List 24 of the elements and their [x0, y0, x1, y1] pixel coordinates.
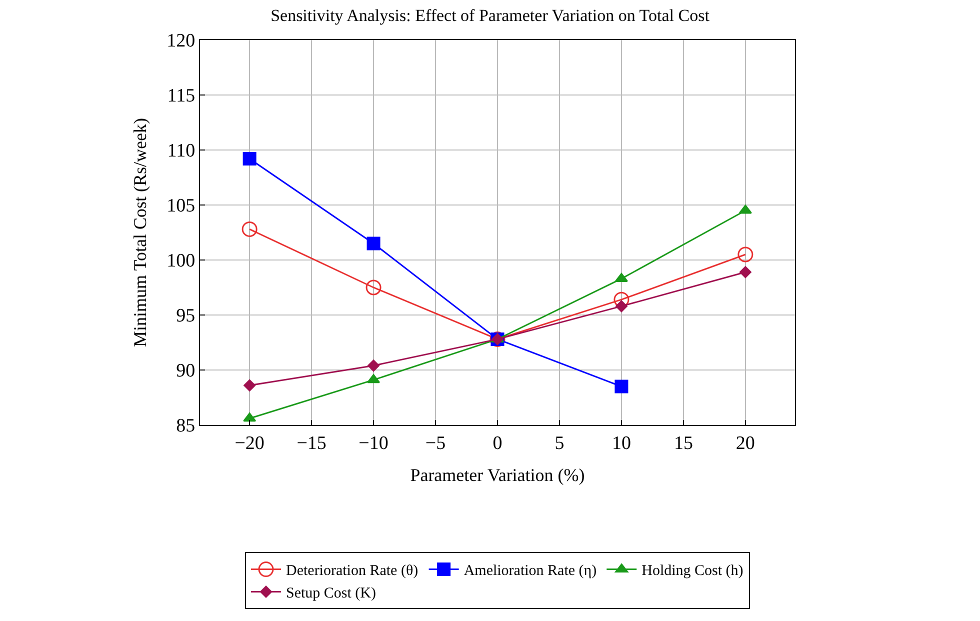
y-tick-label: 90 — [176, 360, 196, 382]
x-tick-label: −15 — [296, 432, 326, 454]
y-axis-title: Minimum Total Cost (Rs/week) — [130, 118, 150, 347]
x-tick-label: 5 — [554, 432, 564, 454]
x-tick-label: 15 — [674, 432, 693, 454]
legend-label: Deterioration Rate (θ) — [286, 563, 418, 580]
y-tick-label: 95 — [176, 306, 196, 327]
x-tick-label: 20 — [736, 432, 755, 454]
y-tick-label: 85 — [176, 416, 196, 437]
legend-label: Setup Cost (K) — [286, 586, 376, 602]
y-tick-label: 110 — [167, 140, 196, 162]
chart-title: Sensitivity Analysis: Effect of Parameter Variation on Total Cost — [270, 6, 710, 26]
y-tick-label: 100 — [166, 250, 196, 272]
legend-label: Amelioration Rate (η) — [464, 563, 597, 580]
y-tick-label: 115 — [167, 86, 196, 107]
x-tick-label: −5 — [425, 432, 446, 454]
x-tick-label: −20 — [234, 432, 264, 454]
x-tick-label: 10 — [612, 432, 631, 454]
y-tick-label: 120 — [166, 30, 196, 52]
x-tick-label: 0 — [492, 432, 502, 454]
x-tick-label: −10 — [358, 432, 388, 454]
x-axis-title: Parameter Variation (%) — [410, 465, 585, 485]
legend-label: Holding Cost (h) — [642, 563, 744, 580]
y-tick-label: 105 — [166, 196, 196, 217]
